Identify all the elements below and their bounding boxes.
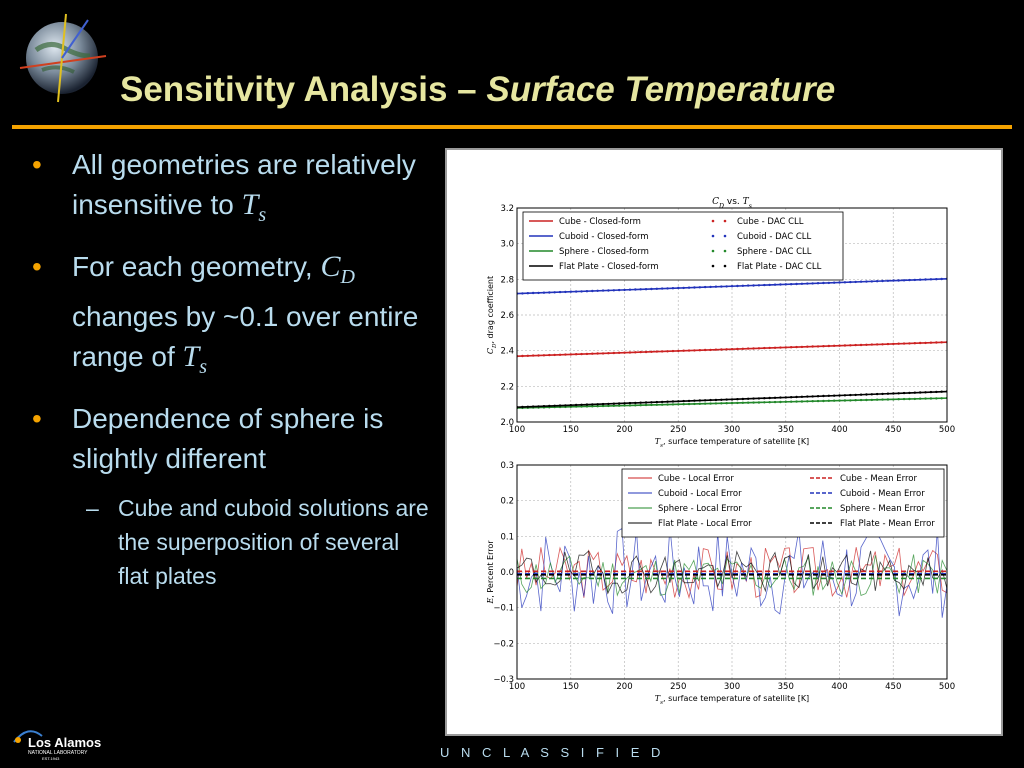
y-axis-label: CD, drag coefficient — [486, 276, 498, 354]
legend-marker — [723, 264, 727, 268]
x-tick-label: 200 — [616, 425, 632, 435]
los-alamos-logo: Los Alamos NATIONAL LABORATORY EST.1943 — [13, 730, 101, 761]
legend-marker — [723, 234, 727, 238]
legend-label: Flat Plate - Closed-form — [559, 262, 659, 272]
figure-panel: 100 150 200 250 300 350 400 450 500 2.0 2.2 2.4 2.6 2… — [445, 148, 1003, 736]
x-tick-label: 500 — [939, 682, 955, 692]
y-tick-label: −0.3 — [493, 675, 514, 685]
x-tick-label: 100 — [509, 682, 525, 692]
legend-marker — [711, 264, 715, 268]
bullet-list: • All geometries are relatively insensit… — [30, 145, 430, 593]
legend-label: Sphere - Closed-form — [559, 247, 649, 257]
legend-label: Cuboid - Closed-form — [559, 232, 649, 242]
y-tick-label: 2.0 — [500, 418, 514, 428]
legend-label: Cuboid - Mean Error — [840, 489, 925, 499]
dash-icon: – — [86, 495, 99, 521]
x-axis-label: Ts, surface temperature of satellite [K] — [655, 694, 809, 706]
x-tick-label: 500 — [939, 425, 955, 435]
series-line — [517, 554, 947, 597]
y-tick-label: 2.2 — [500, 382, 514, 392]
svg-text:NATIONAL LABORATORY: NATIONAL LABORATORY — [28, 750, 88, 756]
globe-logo-icon — [19, 13, 107, 103]
plot-frame — [516, 207, 948, 423]
slide-title: Sensitivity Analysis – Surface Temperatu… — [120, 70, 836, 109]
plot-frame — [516, 464, 948, 680]
bullet-item: • Dependence of sphere is slightly diffe… — [30, 399, 430, 479]
x-tick-label: 400 — [831, 682, 847, 692]
x-tick-label: 150 — [563, 425, 579, 435]
legend-marker — [711, 249, 715, 253]
y-tick-label: 2.6 — [500, 311, 514, 321]
x-tick-label: 450 — [885, 425, 901, 435]
legend-label: Sphere - DAC CLL — [737, 247, 812, 257]
legend-label: Cube - Mean Error — [840, 474, 918, 484]
y-tick-label: −0.2 — [493, 639, 514, 649]
bullet-dot-icon: • — [32, 251, 42, 282]
x-tick-label: 300 — [724, 425, 740, 435]
x-tick-label: 400 — [831, 425, 847, 435]
legend-label: Cuboid - DAC CLL — [737, 232, 812, 242]
legend-label: Cube - Closed-form — [559, 217, 641, 227]
svg-text:EST.1943: EST.1943 — [42, 756, 60, 761]
legend-label: Flat Plate - Mean Error — [840, 519, 935, 529]
bullet-dot-icon: • — [32, 149, 42, 180]
legend-label: Sphere - Mean Error — [840, 504, 926, 514]
bullet-dot-icon: • — [32, 403, 42, 434]
sub-bullet-item: – Cube and cuboid solutions are the supe… — [30, 491, 430, 593]
legend-marker — [711, 234, 715, 238]
x-tick-label: 350 — [778, 425, 794, 435]
bullet-item: • All geometries are relatively insensit… — [30, 145, 430, 235]
legend-label: Flat Plate - DAC CLL — [737, 262, 822, 272]
x-tick-label: 100 — [509, 425, 525, 435]
y-tick-label: −0.1 — [493, 604, 514, 614]
y-tick-label: 3.0 — [500, 240, 514, 250]
series-group — [517, 277, 947, 410]
x-tick-label: 250 — [670, 682, 686, 692]
x-tick-label: 200 — [616, 682, 632, 692]
x-tick-label: 150 — [563, 682, 579, 692]
y-tick-label: 0.2 — [500, 497, 514, 507]
bullet-item: • For each geometry, CD changes by ~0.1 … — [30, 247, 430, 387]
legend-marker — [711, 219, 715, 223]
title-divider — [12, 125, 1012, 129]
x-tick-label: 450 — [885, 682, 901, 692]
legend-label: Cuboid - Local Error — [658, 489, 742, 499]
legend-label: Cube - Local Error — [658, 474, 734, 484]
x-tick-label: 350 — [778, 682, 794, 692]
x-tick-label: 250 — [670, 425, 686, 435]
y-tick-label: 0.1 — [500, 532, 514, 542]
series-line — [517, 550, 947, 595]
x-tick-label: 300 — [724, 682, 740, 692]
x-axis-label: Ts, surface temperature of satellite [K] — [655, 437, 809, 449]
legend-label: Flat Plate - Local Error — [658, 519, 752, 529]
legend-label: Sphere - Local Error — [658, 504, 742, 514]
legend-label: Cube - DAC CLL — [737, 217, 804, 227]
figure-svg: 100 150 200 250 300 350 400 450 500 2.0 2.2 2.4 2.6 2… — [486, 197, 955, 706]
legend-marker — [723, 249, 727, 253]
chart-title: CD vs. Ts — [712, 197, 753, 210]
y-tick-label: 3.2 — [500, 204, 514, 214]
y-tick-label: 2.4 — [500, 347, 514, 357]
legend-marker — [723, 219, 727, 223]
svg-text:Los Alamos: Los Alamos — [28, 735, 101, 750]
y-tick-label: 2.8 — [500, 275, 514, 285]
legend-box — [522, 211, 844, 281]
y-tick-label: 0.0 — [500, 568, 514, 578]
classification-footer: U N C L A S S I F I E D — [440, 745, 665, 760]
y-axis-label: E, Percent Error — [486, 540, 495, 605]
legend-box — [621, 468, 945, 538]
y-tick-label: 0.3 — [500, 461, 514, 471]
